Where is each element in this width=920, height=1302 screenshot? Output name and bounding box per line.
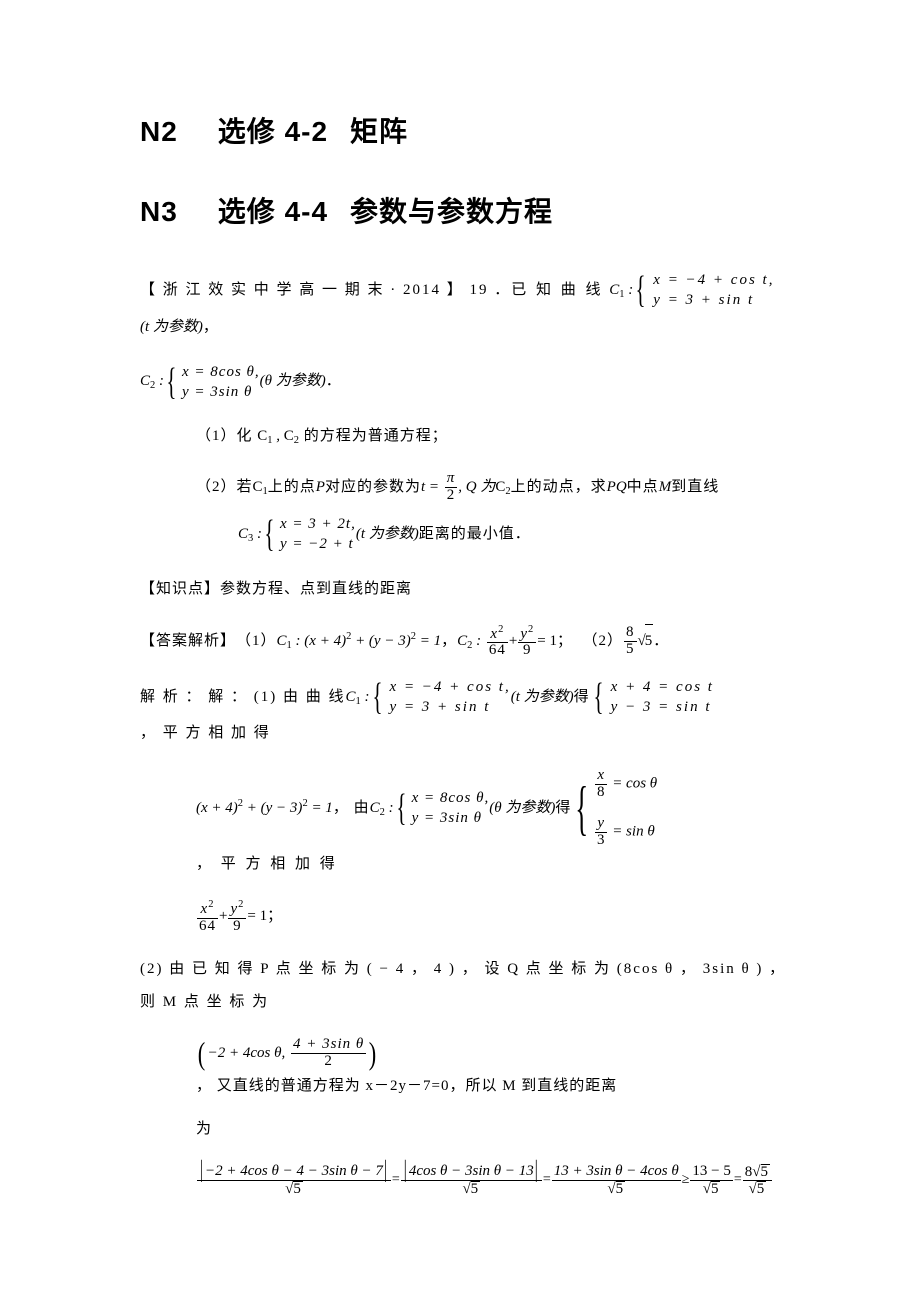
- solution-1c: x264 + y29 = 1 ；: [140, 899, 790, 934]
- page: N2 选修 4-2 矩阵 N3 选修 4-4 参数与参数方程 【 浙 江 效 实 中 学…: [0, 0, 920, 1258]
- problem-intro: 【 浙 江 效 实 中 学 高 一 期 末 · 2014 】 19 ． 已 知 …: [140, 270, 790, 344]
- heading-n3-text2: 参数与参数方程: [350, 196, 553, 227]
- answer-c2-pre: C2 :: [457, 625, 481, 658]
- c1-system: { x = −4 + cos t, y = 3 + sin t: [633, 270, 774, 311]
- problem-intro-text: 已 知 曲 线: [511, 274, 603, 307]
- solution-1b: (x + 4)2 + (y − 3)2 = 1 ， 由 C2 : { x = 8…: [140, 768, 790, 881]
- heading-n3: N3 选修 4-4 参数与参数方程: [140, 190, 790, 230]
- comma: ，: [203, 311, 220, 344]
- c1c2-inline: C1 , C2: [257, 428, 299, 444]
- heading-n2-text1: 选修 4-2: [218, 116, 328, 147]
- solution-2a: (2) 由 已 知 得 P 点 坐 标 为 ( − 4 ， 4 ) ， 设 Q …: [140, 953, 790, 1019]
- c2-label: C2 :: [140, 365, 164, 398]
- knowledge-label: 【知识点】: [140, 581, 220, 597]
- answer-summary: 【答案解析】 （1） C1 : (x + 4)2 + (y − 3)2 = 1 …: [140, 624, 790, 659]
- heading-n3-text1: 选修 4-4: [218, 196, 328, 227]
- heading-n2-text2: 矩阵: [350, 116, 408, 147]
- heading-n2-code: N2: [140, 116, 178, 147]
- answer-8-5: 85: [623, 625, 638, 658]
- c3-label: C3 :: [238, 518, 262, 551]
- solution-2c: 为: [140, 1113, 790, 1146]
- question-2-c3: C3 : { x = 3 + 2t, y = −2 + t (t 为参数) 距离…: [140, 514, 790, 555]
- question-1: （1）化 C1 , C2 的方程为普通方程；: [140, 420, 790, 453]
- c2-param: (θ 为参数): [260, 365, 326, 398]
- c3-system: { x = 3 + 2t, y = −2 + t: [262, 514, 356, 555]
- knowledge-text: 参数方程、点到直线的距离: [220, 581, 412, 597]
- answer-sqrt5: 5: [638, 624, 654, 658]
- c1-label: C1 :: [609, 274, 633, 307]
- problem-source: 【 浙 江 效 实 中 学 高 一 期 末 · 2014 】 19 ．: [140, 274, 511, 307]
- solution-2b: ( −2 + 4cos θ, 4 + 3sin θ2 ) ， 又直线的普通方程为…: [140, 1037, 790, 1103]
- heading-n2: N2 选修 4-2 矩阵: [140, 110, 790, 150]
- heading-n3-code: N3: [140, 196, 178, 227]
- solution-distance: |−2 + 4cos θ − 4 − 3sin θ − 7| 5 = |4cos…: [140, 1164, 790, 1199]
- answer-c1: C1 : (x + 4)2 + (y − 3)2 = 1: [277, 625, 442, 658]
- answer-label: 【答案解析】: [140, 625, 236, 658]
- pi-over-2: π 2: [444, 471, 459, 504]
- period: ．: [326, 365, 342, 398]
- c1-param: (t 为参数): [140, 311, 203, 344]
- knowledge-point: 【知识点】参数方程、点到直线的距离: [140, 573, 790, 606]
- question-2: （2）若 C1 上的点 P 对应的参数为 t = π 2 , Q 为 C2 上的…: [140, 471, 790, 504]
- solution-1: 解 析 ： 解 ： (1) 由 曲 线 C1 : { x = −4 + cos …: [140, 677, 790, 751]
- c2-system: { x = 8cos θ, y = 3sin θ: [164, 362, 260, 403]
- problem-c2: C2 : { x = 8cos θ, y = 3sin θ (θ 为参数) ．: [140, 362, 790, 403]
